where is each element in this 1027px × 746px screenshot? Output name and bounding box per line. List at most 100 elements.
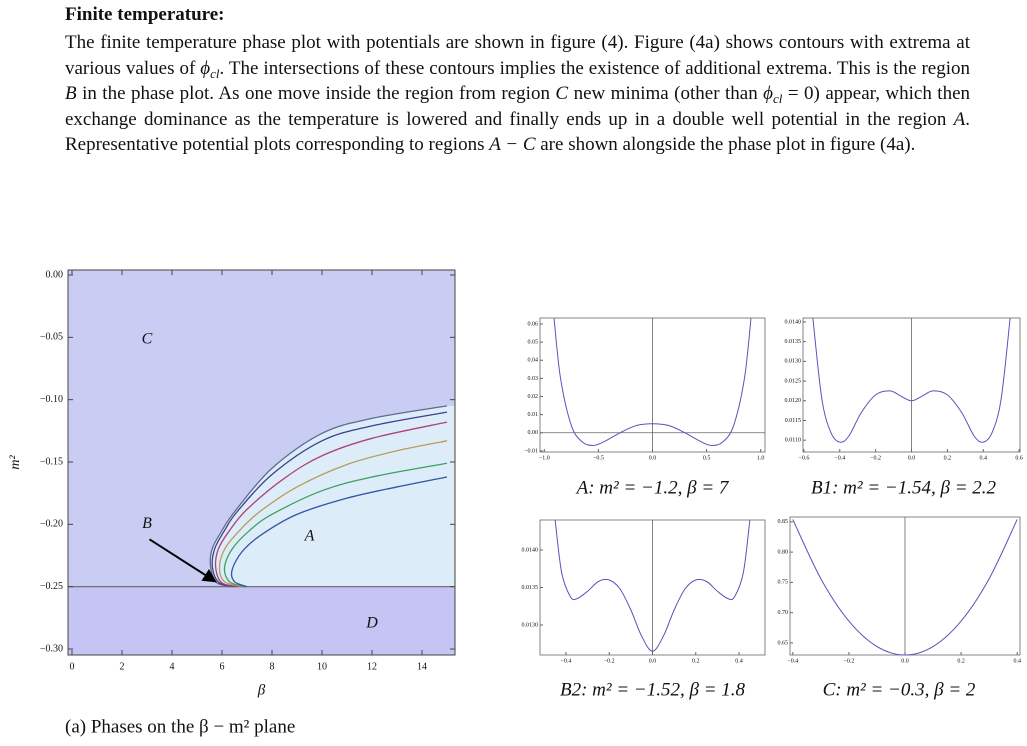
math: A — [953, 108, 966, 130]
x-tick-label: 0.2 — [944, 455, 952, 461]
x-tick-label: −0.5 — [593, 455, 604, 461]
potential-curve — [553, 318, 752, 446]
math-sub: cl — [773, 91, 783, 107]
math: C — [555, 83, 569, 105]
x-tick-label: −0.4 — [834, 455, 845, 461]
y-tick-label: 0.70 — [778, 610, 789, 616]
y-tick-label: 0.80 — [778, 549, 789, 555]
y-tick-label: 0.05 — [528, 339, 539, 345]
x-tick-label: 0.4 — [979, 455, 987, 461]
arrow — [148, 538, 217, 583]
x-tick-label: 0.0 — [908, 455, 916, 461]
x-tick-label: 10 — [317, 661, 327, 672]
x-tick-label: 0 — [70, 661, 75, 672]
y-tick-label: 0.0140 — [522, 547, 539, 553]
x-tick-label: −0.4 — [561, 658, 572, 664]
math: ϕ — [200, 57, 211, 79]
math-sub: cl — [210, 65, 220, 81]
y-tick-label: 0.85 — [778, 519, 789, 525]
region-label: D — [365, 615, 378, 632]
y-tick-label: 0.75 — [778, 580, 789, 586]
math: B — [65, 83, 77, 105]
math: ϕ — [763, 83, 774, 105]
x-tick-label: 0.0 — [901, 658, 909, 664]
y-tick-label: 0.0110 — [785, 438, 801, 444]
y-tick-label: 0.03 — [528, 376, 539, 382]
x-tick-label: 0.6 — [1015, 455, 1023, 461]
y-tick-label: 0.01 — [528, 412, 539, 418]
y-tick-label: 0.0120 — [785, 398, 802, 404]
y-tick-label: 0.0135 — [785, 339, 802, 345]
x-tick-label: −0.6 — [798, 455, 809, 461]
math: = 0 — [782, 83, 814, 105]
x-tick-label: −0.2 — [604, 658, 615, 664]
y-tick-label: 0.06 — [528, 321, 539, 327]
y-tick-label: 0.0115 — [785, 418, 801, 424]
y-tick-label: −0.10 — [40, 394, 63, 405]
x-tick-label: −0.2 — [870, 455, 881, 461]
figure-caption: (a) Phases on the β − m² plane — [65, 716, 295, 737]
plot-caption: B1: m² = −1.54, β = 2.2 — [811, 477, 997, 498]
potential-curve — [554, 519, 751, 652]
plot-caption: A: m² = −1.2, β = 7 — [575, 477, 730, 498]
x-tick-label: 0.2 — [957, 658, 965, 664]
potential-curve — [792, 519, 1018, 656]
contour-line — [223, 462, 448, 588]
text: . Representative potential plots corresp… — [65, 108, 970, 156]
x-tick-label: 0.0 — [649, 658, 657, 664]
math: A − C — [489, 134, 536, 156]
text: ) appear, which then exchange dominance … — [65, 83, 971, 130]
x-tick-label: 2 — [120, 661, 125, 672]
y-tick-label: 0.0140 — [785, 319, 802, 325]
text: are shown alongside the phase plot in fi… — [535, 134, 916, 156]
y-tick-label: 0.0130 — [785, 359, 802, 365]
x-tick-label: −0.4 — [787, 658, 798, 664]
x-tick-label: 1.0 — [757, 455, 765, 461]
region-label: B — [142, 515, 152, 532]
y-tick-label: −0.05 — [40, 332, 63, 343]
x-tick-label: 12 — [367, 661, 377, 672]
plot-caption: B2: m² = −1.52, β = 1.8 — [560, 679, 746, 700]
y-tick-label: 0.02 — [528, 394, 539, 400]
x-tick-label: 0.2 — [692, 658, 700, 664]
contour-line — [214, 421, 448, 588]
x-axis-label: β — [257, 682, 266, 698]
x-tick-label: 0.0 — [649, 455, 657, 461]
x-tick-label: 6 — [220, 661, 225, 672]
y-tick-label: 0.65 — [778, 640, 789, 646]
y-tick-label: 0.04 — [528, 358, 539, 364]
x-tick-label: 14 — [417, 661, 427, 672]
text: new minima (other than — [568, 83, 764, 105]
text: . The intersections of these contours im… — [219, 57, 971, 79]
y-axis-label: m² — [8, 455, 23, 470]
section-heading: Finite temperature: — [65, 4, 225, 25]
y-tick-label: −0.01 — [524, 448, 538, 454]
y-tick-label: 0.0125 — [785, 378, 802, 384]
y-tick-label: 0.0135 — [522, 585, 539, 591]
text: The finite temperature phase plot with p… — [65, 32, 970, 79]
x-tick-label: 8 — [270, 661, 275, 672]
y-tick-label: −0.20 — [40, 519, 63, 530]
text: in the phase plot. As one move inside th… — [76, 83, 556, 105]
paragraph: The finite temperature phase plot with p… — [65, 30, 970, 158]
potential-curve — [812, 317, 1011, 443]
y-tick-label: −0.15 — [40, 456, 63, 467]
x-tick-label: 0.4 — [735, 658, 743, 664]
x-tick-label: 0.5 — [703, 455, 711, 461]
x-tick-label: 4 — [170, 661, 175, 672]
x-tick-label: −0.2 — [843, 658, 854, 664]
region-label: C — [142, 330, 153, 347]
y-tick-label: 0.00 — [528, 430, 539, 436]
x-tick-label: 0.4 — [1013, 658, 1021, 664]
y-tick-label: −0.30 — [40, 643, 63, 654]
region-d — [68, 586, 455, 655]
region-label: A — [304, 527, 315, 544]
y-tick-label: 0.0130 — [522, 622, 539, 628]
contour-line — [230, 476, 448, 588]
contour-line — [218, 440, 448, 588]
y-tick-label: −0.25 — [40, 581, 63, 592]
x-tick-label: −1.0 — [539, 455, 550, 461]
plot-caption: C: m² = −0.3, β = 2 — [823, 679, 976, 700]
